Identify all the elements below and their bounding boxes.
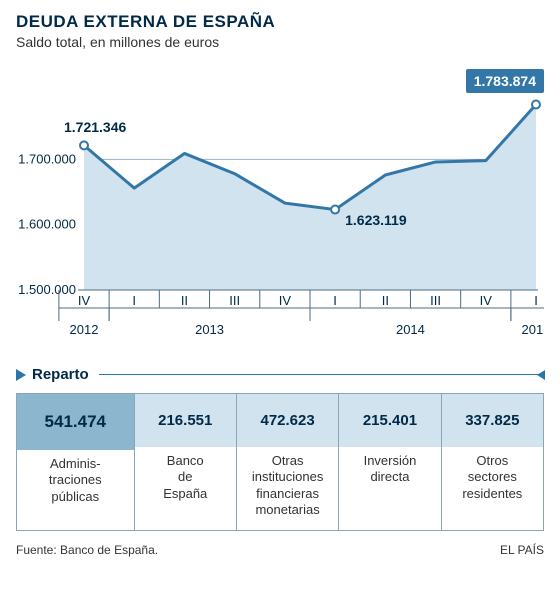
reparto-column: 472.623Otrasinstitucionesfinancierasmone… (237, 394, 339, 530)
svg-text:III: III (229, 293, 240, 308)
reparto-column: 215.401Inversióndirecta (339, 394, 441, 530)
svg-text:2015: 2015 (522, 322, 544, 337)
svg-text:II: II (181, 293, 188, 308)
chart-area: 1.500.0001.600.0001.700.000IVIIIIIIIVIII… (16, 58, 544, 358)
chart-subtitle: Saldo total, en millones de euros (16, 34, 544, 50)
arrow-right-icon (16, 369, 26, 381)
svg-text:2013: 2013 (195, 322, 224, 337)
reparto-value: 216.551 (135, 394, 236, 447)
reparto-value: 472.623 (237, 394, 338, 447)
credit-text: EL PAÍS (500, 543, 544, 557)
svg-text:IV: IV (78, 293, 91, 308)
svg-text:II: II (382, 293, 389, 308)
reparto-column: 541.474Adminis-tracionespúblicas (17, 394, 135, 530)
svg-text:I: I (132, 293, 136, 308)
svg-text:IV: IV (279, 293, 292, 308)
svg-text:2012: 2012 (70, 322, 99, 337)
reparto-label: Inversióndirecta (339, 447, 440, 498)
infographic-container: DEUDA EXTERNA DE ESPAÑA Saldo total, en … (0, 0, 560, 567)
reparto-label: Otrasinstitucionesfinancierasmonetarias (237, 447, 338, 530)
min-value-label: 1.623.119 (345, 212, 407, 228)
svg-text:1.700.000: 1.700.000 (18, 151, 76, 166)
reparto-value: 337.825 (442, 394, 543, 447)
reparto-column: 216.551BancodeEspaña (135, 394, 237, 530)
reparto-column: 337.825Otrossectoresresidentes (442, 394, 543, 530)
reparto-table: 541.474Adminis-tracionespúblicas216.551B… (16, 393, 544, 531)
svg-text:I: I (534, 293, 538, 308)
reparto-label: Adminis-tracionespúblicas (17, 450, 134, 517)
reparto-value: 215.401 (339, 394, 440, 447)
reparto-label: BancodeEspaña (135, 447, 236, 514)
last-value-badge: 1.783.874 (466, 69, 544, 93)
reparto-heading: Reparto (32, 366, 89, 383)
svg-text:IV: IV (480, 293, 493, 308)
source-text: Fuente: Banco de España. (16, 543, 158, 557)
reparto-connector-line (99, 374, 544, 375)
line-area-chart: 1.500.0001.600.0001.700.000IVIIIIIIIVIII… (16, 58, 544, 358)
svg-text:I: I (333, 293, 337, 308)
reparto-heading-row: Reparto (16, 366, 544, 383)
svg-text:III: III (430, 293, 441, 308)
svg-text:2014: 2014 (396, 322, 425, 337)
svg-text:1.600.000: 1.600.000 (18, 217, 76, 232)
chart-title: DEUDA EXTERNA DE ESPAÑA (16, 12, 544, 32)
reparto-value: 541.474 (17, 394, 134, 450)
reparto-label: Otrossectoresresidentes (442, 447, 543, 514)
first-value-label: 1.721.346 (64, 119, 126, 135)
svg-text:1.500.000: 1.500.000 (18, 282, 76, 297)
footer-row: Fuente: Banco de España. EL PAÍS (16, 543, 544, 557)
